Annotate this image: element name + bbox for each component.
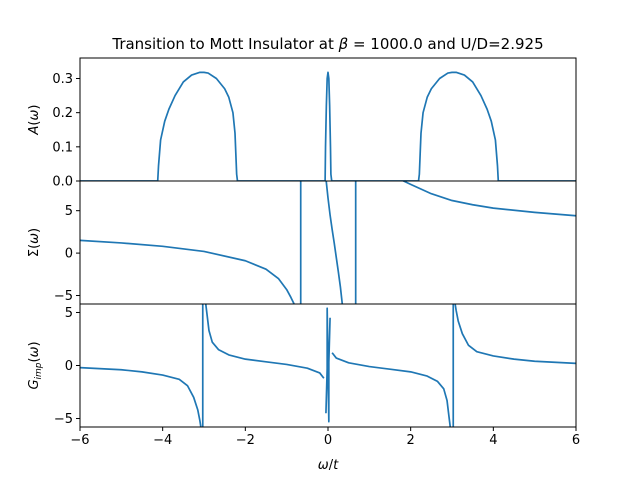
- self-energy-curve-0: [80, 239, 296, 304]
- spectral-function-ytick-label: 0.2: [52, 106, 73, 121]
- x-tick-label: 6: [572, 433, 580, 448]
- impurity-green-function-panel: −5 0 5 Gimp(ω): [27, 303, 577, 428]
- impurity-green-function-ylabel: Gimp(ω): [27, 341, 44, 389]
- impurity-green-function-curve-3: [325, 307, 331, 423]
- spectral-function-ytick-label: 0.1: [52, 140, 73, 155]
- impurity-green-function-ytick-label: −5: [54, 412, 73, 427]
- x-tick-label: 4: [489, 433, 497, 448]
- self-energy-curve-4: [401, 181, 576, 217]
- impurity-green-function-ytick-label: 5: [65, 306, 73, 321]
- chart-title: Transition to Mott Insulator at β = 1000…: [111, 35, 543, 53]
- x-tick-label: 2: [407, 433, 415, 448]
- spectral-function-ylabel: A(ω): [27, 105, 42, 136]
- impurity-green-function-curve-0: [80, 366, 202, 427]
- self-energy-panel: −5 0 5 Σ(ω): [27, 180, 577, 305]
- x-tick-label: −6: [70, 433, 89, 448]
- impurity-green-function-curve-2: [204, 304, 325, 379]
- self-energy-curve-2: [325, 181, 344, 304]
- spectral-function-panel: 0.0 0.1 0.2 0.3 A(ω): [27, 57, 577, 190]
- self-energy-ytick-label: −5: [54, 289, 73, 304]
- impurity-green-function-curve-4: [331, 352, 452, 427]
- self-energy-ytick-label: 0: [65, 247, 73, 262]
- x-tick-label: −2: [236, 433, 255, 448]
- self-energy-ytick-label: 5: [65, 204, 73, 219]
- spectral-function-ytick-label: 0.3: [52, 72, 73, 87]
- x-tick-label: 0: [324, 433, 332, 448]
- impurity-green-function-curve-6: [454, 304, 576, 365]
- impurity-green-function-ytick-label: 0: [65, 359, 73, 374]
- self-energy-ylabel: Σ(ω): [27, 228, 42, 257]
- x-axis-label: ω/t: [318, 458, 339, 473]
- spectral-function-curve-0: [80, 71, 576, 181]
- spectral-function-ytick-label: 0.0: [52, 175, 73, 190]
- x-tick-label: −4: [153, 433, 172, 448]
